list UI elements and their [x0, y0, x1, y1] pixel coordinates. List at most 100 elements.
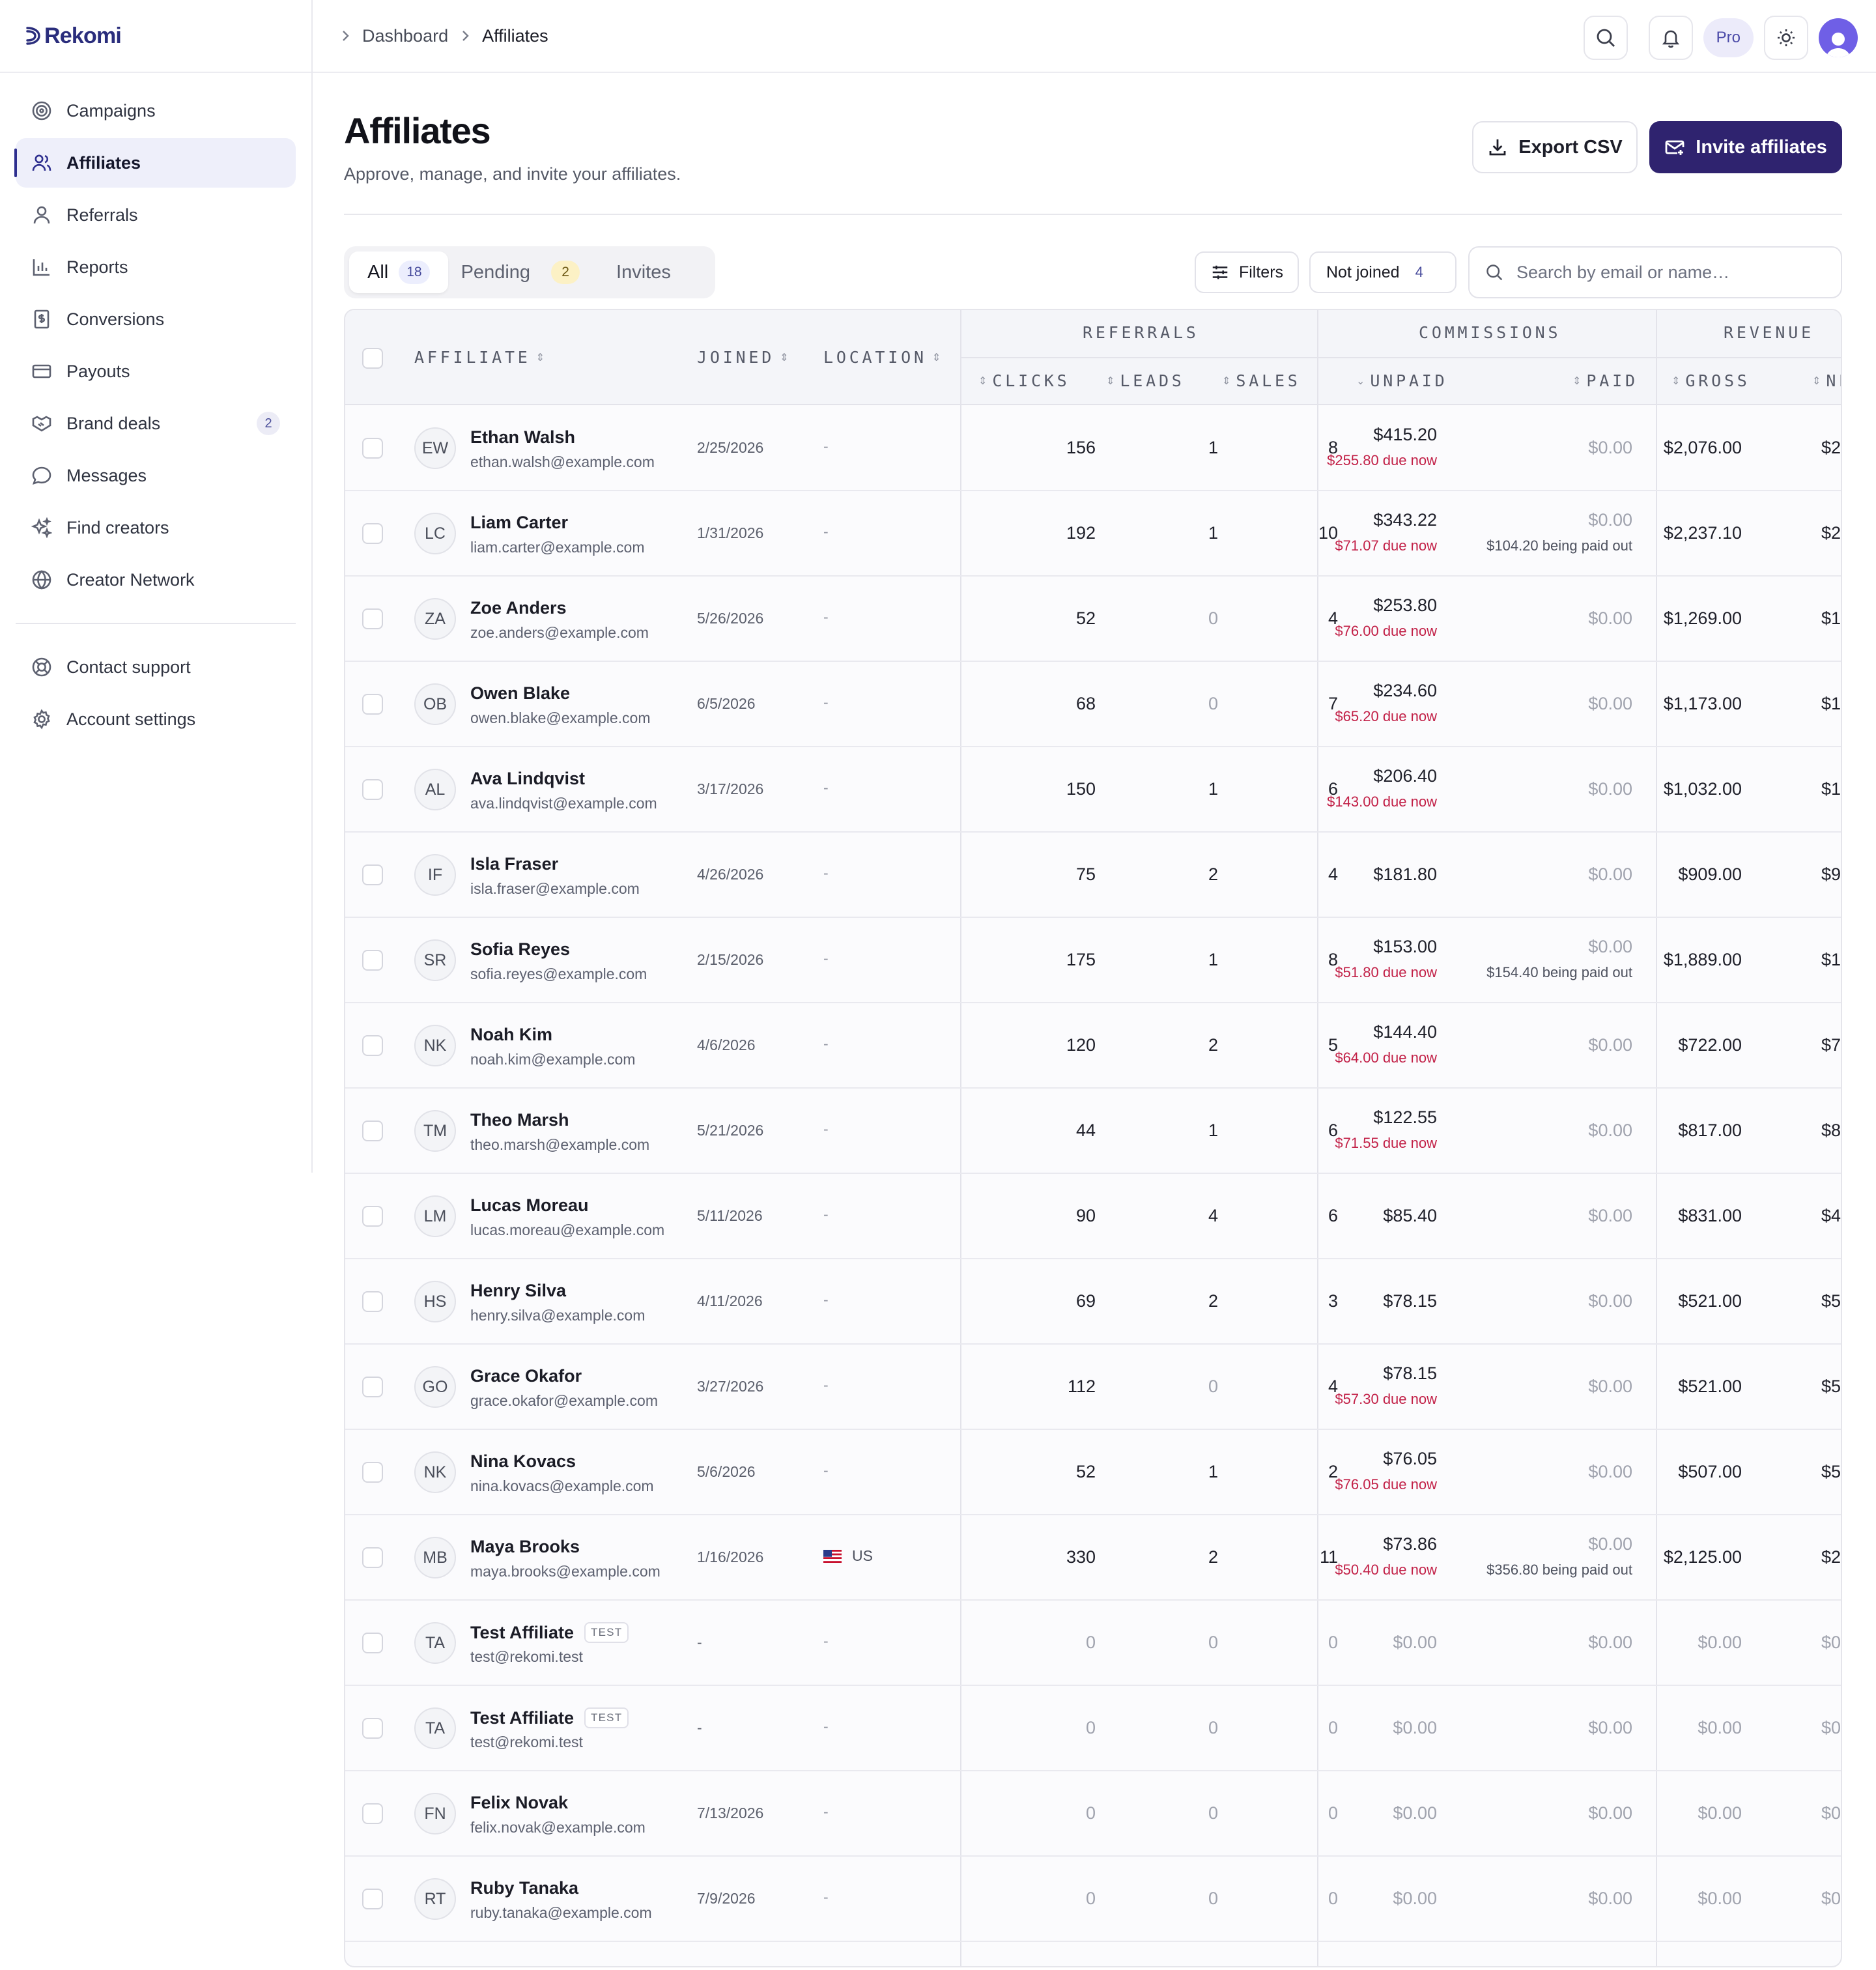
affiliate-name[interactable]: Henry Silva — [470, 1281, 566, 1301]
table-row[interactable]: TM Theo Marsh theo.marsh@example.com 5/21/2… — [345, 1089, 1841, 1174]
row-checkbox[interactable] — [362, 694, 383, 715]
affiliate-name[interactable]: Sofia Reyes — [470, 939, 570, 960]
sidebar-item-messages[interactable]: Messages — [16, 451, 296, 500]
affiliate-name[interactable]: Felix Novak — [470, 1793, 568, 1813]
table-row[interactable]: TA Test Affiliate TEST test@rekomi.test - - 0 0… — [345, 1601, 1841, 1686]
table-row[interactable]: LC Liam Carter liam.carter@example.com 1/31… — [345, 492, 1841, 577]
row-checkbox[interactable] — [362, 1462, 383, 1483]
invite-affiliates-button[interactable]: Invite affiliates — [1649, 121, 1842, 173]
sidebar-item-contact-support[interactable]: Contact support — [16, 642, 296, 692]
affiliate-name[interactable]: Owen Blake — [470, 683, 570, 704]
col-header-leads[interactable]: ⇕ LEADS — [1106, 371, 1185, 390]
user-avatar[interactable] — [1819, 18, 1858, 57]
search-button[interactable] — [1583, 16, 1628, 60]
col-header-gross[interactable]: ⇕ GROSS — [1671, 371, 1750, 390]
search-field[interactable] — [1468, 246, 1842, 298]
table-row[interactable]: NK Noah Kim noah.kim@example.com 4/6/2026 - 1… — [345, 1004, 1841, 1089]
affiliate-name[interactable]: Liam Carter — [470, 513, 568, 533]
sidebar-item-affiliates[interactable]: Affiliates — [14, 138, 296, 188]
row-checkbox[interactable] — [362, 1377, 383, 1397]
row-checkbox[interactable] — [362, 1121, 383, 1141]
table-row[interactable]: SR Sofia Reyes sofia.reyes@example.com 2/15… — [345, 919, 1841, 1003]
notifications-button[interactable] — [1648, 16, 1693, 60]
row-checkbox[interactable] — [362, 950, 383, 971]
leads-cell: 1 — [1208, 438, 1218, 457]
search-input[interactable] — [1516, 262, 1816, 283]
not-joined-filter[interactable]: Not joined 4 — [1309, 251, 1457, 293]
table-row[interactable]: ZA Zoe Anders zoe.anders@example.com 5/26/2… — [345, 577, 1841, 662]
table-row[interactable]: RT Ruby Tanaka ruby.tanaka@example.com 7/9/… — [345, 1857, 1841, 1942]
col-header-clicks[interactable]: ⇕ CLICKS — [978, 371, 1070, 390]
affiliate-name[interactable]: Grace Okafor — [470, 1366, 582, 1386]
col-header-joined[interactable]: JOINED ⇕ — [697, 348, 789, 367]
col-header-paid[interactable]: ⇕ PAID — [1572, 371, 1638, 390]
export-csv-button[interactable]: Export CSV — [1472, 121, 1638, 173]
affiliate-name[interactable]: Ava Lindqvist — [470, 769, 585, 789]
table-row[interactable]: OB Owen Blake owen.blake@example.com 6/5/20… — [345, 663, 1841, 747]
affiliate-name[interactable]: Noah Kim — [470, 1025, 552, 1045]
leads-cell: 4 — [1208, 1206, 1218, 1225]
row-checkbox[interactable] — [362, 438, 383, 459]
affiliate-name[interactable]: Ethan Walsh — [470, 427, 575, 448]
col-header-affiliate[interactable]: AFFILIATE ⇕ — [414, 348, 545, 367]
row-checkbox[interactable] — [362, 1291, 383, 1312]
affiliate-name[interactable]: Zoe Anders — [470, 598, 567, 618]
sidebar-item-reports[interactable]: Reports — [16, 242, 296, 292]
col-header-unpaid[interactable]: ⌄ UNPAID — [1356, 371, 1448, 390]
pro-plan-badge[interactable]: Pro — [1703, 18, 1754, 57]
sidebar-item-account-settings[interactable]: Account settings — [16, 694, 296, 744]
tab-invites[interactable]: Invites — [603, 251, 689, 293]
affiliate-name[interactable]: Lucas Moreau — [470, 1195, 589, 1216]
row-checkbox[interactable] — [362, 523, 383, 544]
affiliate-name[interactable]: Theo Marsh — [470, 1110, 569, 1130]
affiliate-name[interactable]: Maya Brooks — [470, 1537, 580, 1557]
affiliate-name[interactable]: Ruby Tanaka — [470, 1878, 578, 1898]
header-group-divider — [960, 357, 1841, 358]
col-header-sales[interactable]: ⇕ SALES — [1222, 371, 1301, 390]
brand-logo[interactable]: Rekomi — [0, 0, 311, 73]
location-text: - — [823, 1718, 829, 1735]
col-header-net[interactable]: ⇕ NET — [1812, 371, 1841, 390]
tab-pending[interactable]: Pending 2 — [453, 251, 598, 293]
affiliate-name[interactable]: Test Affiliate TEST — [470, 1622, 629, 1643]
sidebar-item-conversions[interactable]: Conversions — [16, 294, 296, 344]
affiliate-name[interactable]: Nina Kovacs — [470, 1451, 576, 1472]
theme-toggle-button[interactable] — [1764, 16, 1808, 60]
breadcrumb-dashboard[interactable]: Dashboard — [362, 25, 449, 46]
table-row[interactable]: NK Nina Kovacs nina.kovacs@example.com 5/6/… — [345, 1431, 1841, 1515]
row-checkbox[interactable] — [362, 1035, 383, 1056]
tab-all[interactable]: All 18 — [349, 251, 448, 293]
table-row[interactable]: TA Test Affiliate TEST test@rekomi.test - - 0 0… — [345, 1687, 1841, 1771]
affiliate-name-text: Maya Brooks — [470, 1537, 580, 1556]
affiliate-name[interactable]: Isla Fraser — [470, 854, 558, 874]
row-checkbox[interactable] — [362, 1803, 383, 1824]
row-checkbox[interactable] — [362, 1206, 383, 1227]
row-checkbox[interactable] — [362, 779, 383, 800]
affiliate-name[interactable]: Test Affiliate TEST — [470, 1707, 629, 1728]
table-row[interactable]: LM Lucas Moreau lucas.moreau@example.com 5/… — [345, 1175, 1841, 1259]
filters-button[interactable]: Filters — [1195, 251, 1299, 293]
sidebar-item-brand-deals[interactable]: Brand deals 2 — [16, 399, 296, 448]
col-header-location[interactable]: LOCATION ⇕ — [823, 348, 941, 367]
row-checkbox[interactable] — [362, 608, 383, 629]
sidebar-item-find-creators[interactable]: Find creators — [16, 503, 296, 552]
sidebar-item-payouts[interactable]: Payouts — [16, 347, 296, 396]
table-row[interactable]: EW Ethan Walsh ethan.walsh@example.com 2/25… — [345, 407, 1841, 491]
table-row[interactable]: AL Ava Lindqvist ava.lindqvist@example.com… — [345, 748, 1841, 833]
table-row[interactable]: GO Grace Okafor grace.okafor@example.com 3/… — [345, 1345, 1841, 1430]
sidebar-item-referrals[interactable]: Referrals — [16, 190, 296, 240]
sidebar-item-creator-network[interactable]: Creator Network — [16, 555, 296, 605]
table-row[interactable]: IF Isla Fraser isla.fraser@example.com 4/26… — [345, 833, 1841, 918]
table-row[interactable]: HS Henry Silva henry.silva@example.com 4/11… — [345, 1260, 1841, 1345]
row-checkbox[interactable] — [362, 1889, 383, 1909]
sidebar-item-campaigns[interactable]: Campaigns — [16, 86, 296, 136]
select-all-checkbox[interactable] — [362, 348, 383, 369]
table-row[interactable]: FN Felix Novak felix.novak@example.com 7/13… — [345, 1772, 1841, 1857]
table-row[interactable]: MB Maya Brooks maya.brooks@example.com 1/16… — [345, 1516, 1841, 1601]
row-checkbox[interactable] — [362, 1633, 383, 1653]
row-checkbox[interactable] — [362, 1547, 383, 1568]
row-checkbox[interactable] — [362, 1718, 383, 1739]
clicks-cell: 120 — [1066, 1035, 1096, 1055]
row-checkbox[interactable] — [362, 864, 383, 885]
affiliate-avatar: NK — [414, 1025, 456, 1066]
